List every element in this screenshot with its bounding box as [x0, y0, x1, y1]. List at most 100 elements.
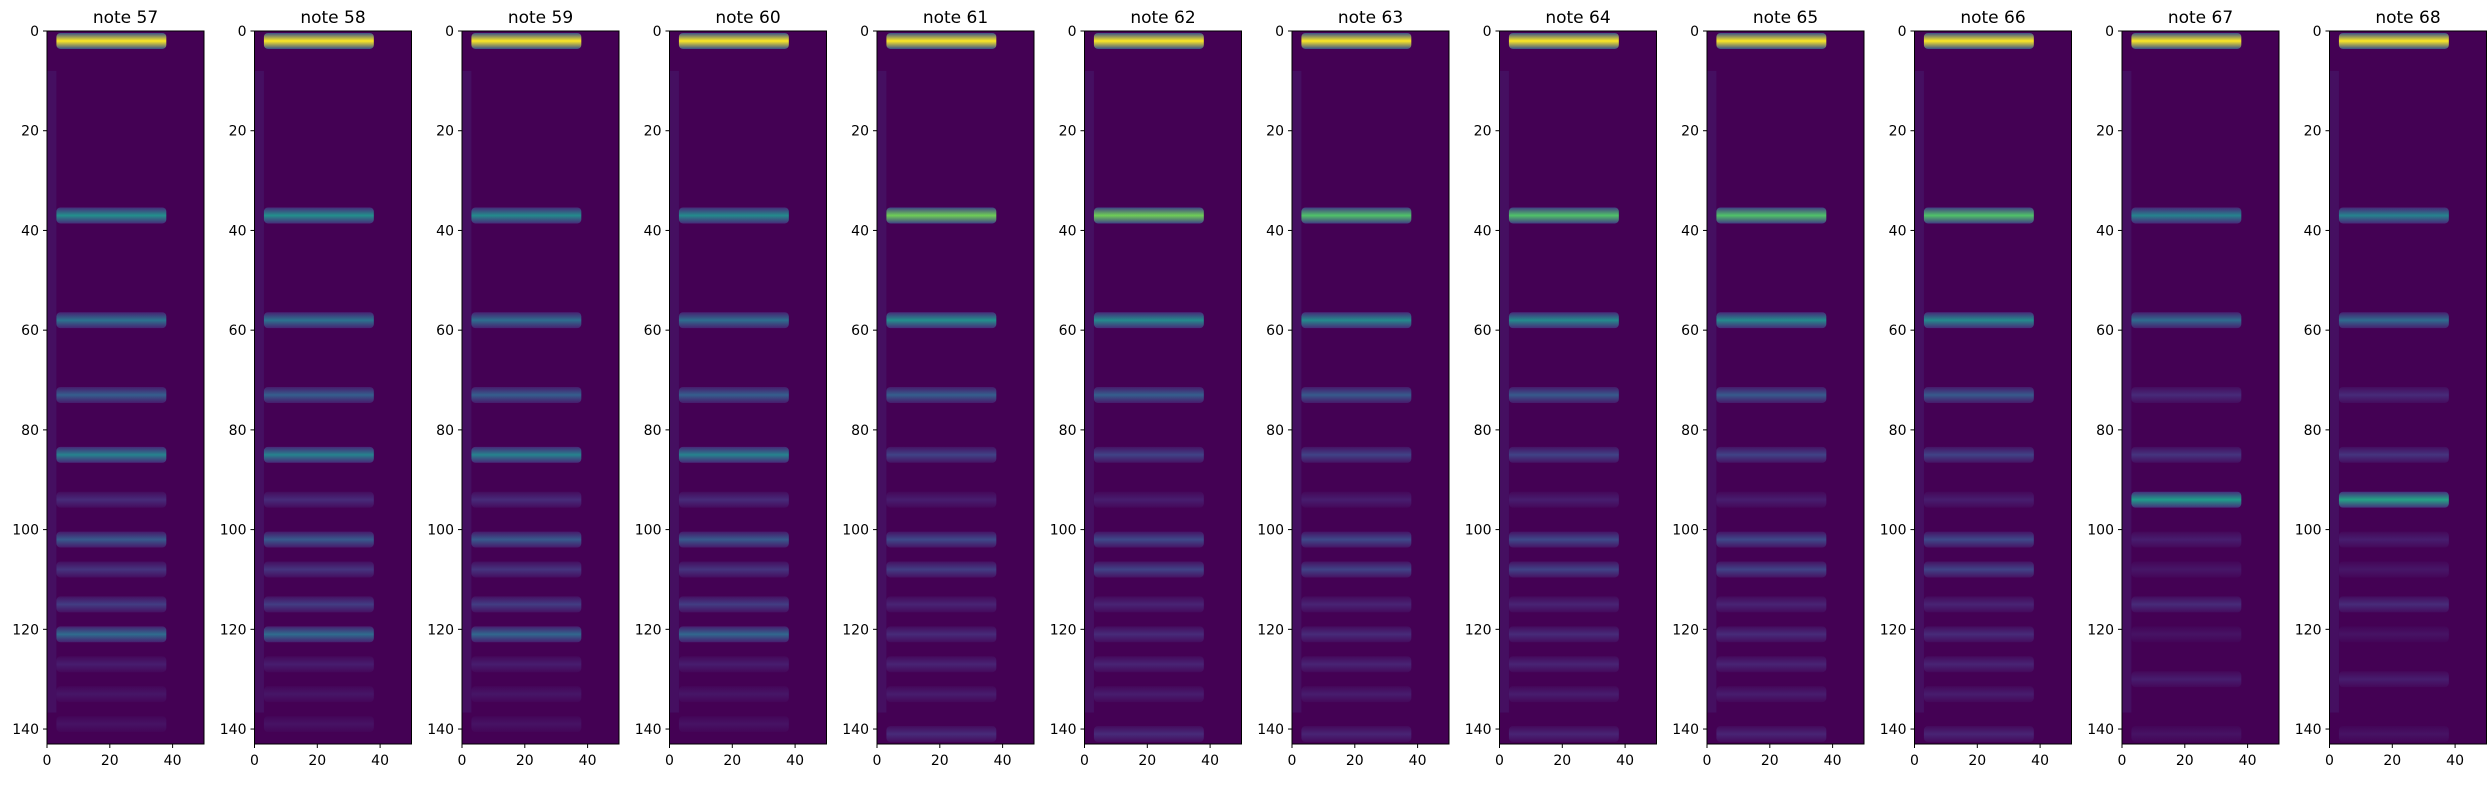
panel-title: note 61: [923, 8, 988, 28]
harmonic-band: [263, 312, 374, 329]
y-tick-label: 100: [2295, 523, 2322, 539]
y-tick-label: 140: [2087, 722, 2114, 738]
y-tick-label: 0: [2313, 24, 2322, 40]
harmonic-band: [2338, 491, 2449, 508]
axes-frame: [1499, 30, 1657, 745]
harmonic-band: [886, 596, 997, 613]
y-tick-label: 0: [2105, 24, 2114, 40]
harmonic-band: [886, 531, 997, 548]
axes-frame: [1291, 30, 1450, 745]
y-tick-label: 60: [1266, 323, 1284, 339]
harmonic-band: [886, 626, 997, 643]
harmonic-band: [1716, 32, 1827, 49]
harmonic-band: [1716, 446, 1827, 463]
y-tick-label: 100: [2087, 523, 2114, 539]
harmonic-band: [56, 32, 167, 49]
x-tick-label: 40: [371, 753, 389, 769]
y-tick-label: 140: [427, 722, 454, 738]
x-tick-label: 20: [1968, 753, 1986, 769]
y-tick-label: 120: [1465, 622, 1492, 638]
y-tick-label: 40: [229, 223, 247, 239]
x-tick-label: 0: [1703, 753, 1712, 769]
axes-frame: [2329, 30, 2487, 745]
panel-title: note 57: [93, 8, 158, 28]
x-tick-label: 40: [1409, 753, 1427, 769]
onset-smear: [254, 70, 264, 713]
x-tick-label: 40: [2446, 753, 2464, 769]
x-tick-label: 40: [1824, 753, 1842, 769]
y-tick-label: 100: [842, 523, 869, 539]
harmonic-band: [1508, 596, 1619, 613]
harmonic-band: [1508, 561, 1619, 578]
y-tick-label: 60: [2304, 323, 2322, 339]
y-tick-label: 140: [1050, 722, 1077, 738]
harmonic-band: [1923, 312, 2034, 329]
onset-smear: [877, 70, 887, 713]
y-tick-label: 100: [220, 523, 247, 539]
harmonic-band: [678, 626, 789, 643]
y-tick-label: 20: [1059, 124, 1077, 140]
harmonic-band: [263, 686, 374, 703]
x-tick-label: 0: [1495, 753, 1504, 769]
harmonic-band: [56, 716, 167, 733]
harmonic-band: [263, 596, 374, 613]
harmonic-band: [1301, 387, 1412, 403]
harmonic-band: [263, 716, 374, 733]
panel-title: note 59: [508, 8, 573, 28]
onset-smear: [1084, 70, 1094, 713]
harmonic-band: [471, 531, 582, 548]
harmonic-band: [678, 207, 789, 224]
harmonic-band: [263, 561, 374, 578]
harmonic-band: [886, 561, 997, 578]
y-tick-label: 60: [1059, 323, 1077, 339]
y-tick-label: 100: [1257, 523, 1284, 539]
harmonic-band: [1301, 686, 1412, 703]
y-tick-label: 100: [427, 523, 454, 539]
harmonic-band: [1923, 561, 2034, 578]
onset-smear: [1914, 70, 1924, 713]
harmonic-band: [471, 491, 582, 508]
harmonic-band: [2131, 387, 2242, 403]
y-tick-label: 140: [635, 722, 662, 738]
harmonic-band: [1093, 686, 1204, 703]
onset-smear: [2329, 70, 2339, 713]
harmonic-band: [886, 446, 997, 463]
y-tick-label: 0: [1275, 24, 1284, 40]
harmonic-band: [56, 596, 167, 613]
y-tick-label: 0: [653, 24, 662, 40]
axes-frame: [1914, 30, 2072, 745]
y-tick-label: 40: [2096, 223, 2114, 239]
y-tick-label: 60: [1681, 323, 1699, 339]
y-tick-label: 20: [229, 124, 247, 140]
harmonic-band: [1093, 312, 1204, 329]
harmonic-band: [2338, 387, 2449, 403]
x-tick-label: 0: [665, 753, 674, 769]
harmonic-band: [1923, 32, 2034, 49]
harmonic-band: [471, 561, 582, 578]
harmonic-band: [1093, 32, 1204, 49]
x-tick-label: 40: [786, 753, 804, 769]
x-tick-label: 40: [579, 753, 597, 769]
y-tick-label: 140: [1880, 722, 1907, 738]
y-tick-label: 120: [2087, 622, 2114, 638]
x-tick-label: 0: [250, 753, 259, 769]
harmonic-band: [1301, 656, 1412, 673]
y-tick-label: 40: [436, 223, 454, 239]
harmonic-band: [1093, 626, 1204, 643]
harmonic-band: [1716, 596, 1827, 613]
axes-frame: [1706, 30, 1865, 745]
axes-frame: [2121, 30, 2280, 745]
y-tick-label: 60: [851, 323, 869, 339]
harmonic-band: [56, 686, 167, 703]
harmonic-band: [1716, 491, 1827, 508]
y-tick-label: 80: [1266, 423, 1284, 439]
harmonic-band: [1923, 656, 2034, 673]
harmonic-band: [56, 561, 167, 578]
x-tick-label: 0: [43, 753, 52, 769]
y-tick-label: 60: [1474, 323, 1492, 339]
y-tick-label: 120: [427, 622, 454, 638]
